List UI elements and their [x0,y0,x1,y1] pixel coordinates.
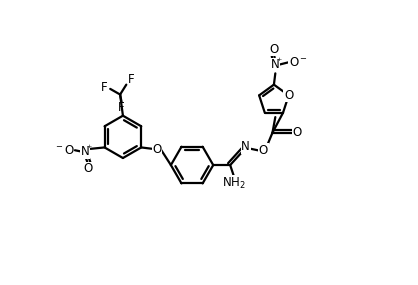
Text: $^+$: $^+$ [275,56,283,66]
Text: O: O [292,126,301,139]
Text: N: N [80,145,89,158]
Text: F: F [128,72,135,86]
Text: $^+$: $^+$ [85,143,93,152]
Text: O: O [259,144,268,157]
Text: NH$_2$: NH$_2$ [222,176,246,191]
Text: O: O [152,143,161,156]
Text: $^-$O: $^-$O [54,144,75,157]
Text: F: F [118,101,125,114]
Text: O: O [83,162,92,175]
Text: N: N [271,58,280,71]
Text: O$^-$: O$^-$ [289,56,308,69]
Text: O: O [284,89,293,102]
Text: O: O [269,43,278,56]
Text: F: F [101,81,108,94]
Text: N: N [241,140,250,153]
